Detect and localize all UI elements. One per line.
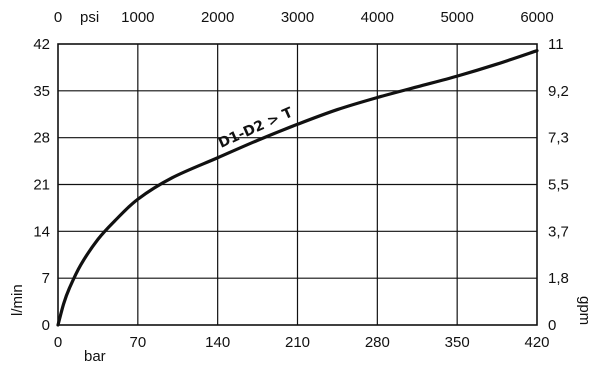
x-tick-label-bar: 210 xyxy=(285,334,310,351)
y-tick-label-lmin: 28 xyxy=(33,130,50,147)
bottom-axis-unit-label: bar xyxy=(84,348,106,365)
x-tick-label-psi: 6000 xyxy=(520,9,553,26)
series-line xyxy=(56,49,539,327)
x-tick-label-psi: 5000 xyxy=(440,9,473,26)
x-tick-label-psi: 3000 xyxy=(281,9,314,26)
y-tick-label-gpm: 7,3 xyxy=(548,130,569,147)
y-tick-label-gpm: 5,5 xyxy=(548,177,569,194)
y-tick-label-gpm: 11 xyxy=(548,36,564,53)
y-tick-label-lmin: 35 xyxy=(33,83,50,100)
top-axis-unit-label: psi xyxy=(80,9,99,26)
x-tick-label-bar: 350 xyxy=(445,334,470,351)
x-tick-label-bar: 0 xyxy=(54,334,62,351)
left-axis-label: l/min xyxy=(9,284,26,316)
x-tick-label-bar: 140 xyxy=(205,334,230,351)
y-tick-label-gpm: 1,8 xyxy=(548,270,569,287)
y-tick-label-lmin: 0 xyxy=(42,317,50,334)
y-tick-label-gpm: 0 xyxy=(548,317,556,334)
y-tick-label-lmin: 21 xyxy=(33,177,50,194)
y-tick-label-lmin: 14 xyxy=(33,223,50,240)
y-tick-label-gpm: 9,2 xyxy=(548,83,569,100)
x-tick-label-bar: 420 xyxy=(524,334,549,351)
right-axis-label: gpm xyxy=(576,296,593,325)
x-tick-label-psi: 2000 xyxy=(201,9,234,26)
x-tick-label-bar: 70 xyxy=(129,334,146,351)
x-tick-label-psi: 4000 xyxy=(361,9,394,26)
x-tick-label-psi: 1000 xyxy=(121,9,154,26)
x-tick-label-psi: 0 xyxy=(54,9,62,26)
x-tick-label-bar: 280 xyxy=(365,334,390,351)
y-tick-label-gpm: 3,7 xyxy=(548,223,569,240)
y-tick-label-lmin: 42 xyxy=(33,36,50,53)
plot-frame xyxy=(57,43,538,326)
grid xyxy=(58,44,537,325)
y-tick-label-lmin: 7 xyxy=(42,270,50,287)
